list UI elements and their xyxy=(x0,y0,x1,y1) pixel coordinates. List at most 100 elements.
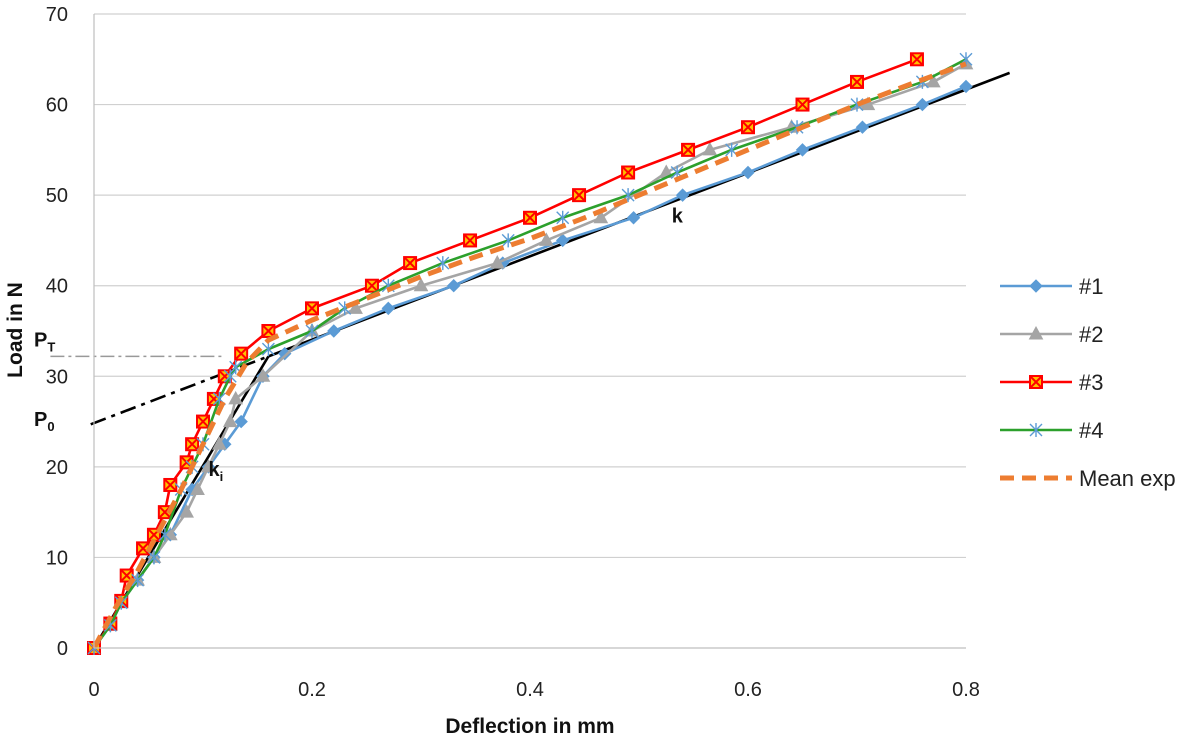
series--2 xyxy=(86,55,974,654)
annotation-label: ki xyxy=(208,459,223,484)
legend-label: #1 xyxy=(1079,274,1103,299)
data-point xyxy=(222,413,238,428)
annotation-label: k xyxy=(672,205,684,227)
data-point xyxy=(1029,423,1043,437)
data-point xyxy=(681,142,696,157)
x-tick-label: 0.2 xyxy=(298,679,326,701)
data-point xyxy=(702,141,718,156)
data-point xyxy=(523,210,537,225)
annotation-label: P0 xyxy=(34,409,55,434)
data-series xyxy=(86,52,974,655)
data-point xyxy=(185,437,200,452)
y-tick-label: 0 xyxy=(57,638,68,660)
gridlines xyxy=(94,13,966,559)
series-line xyxy=(91,61,967,650)
data-point xyxy=(489,255,505,269)
data-point xyxy=(1029,375,1043,389)
data-point xyxy=(223,369,237,384)
data-point xyxy=(463,233,478,248)
data-point xyxy=(234,414,248,429)
data-point xyxy=(626,211,641,225)
legend-label: #4 xyxy=(1079,418,1103,443)
data-point xyxy=(675,188,690,202)
data-point xyxy=(131,573,145,588)
data-point xyxy=(1028,325,1044,340)
y-tick-label: 70 xyxy=(46,4,68,26)
data-point xyxy=(348,300,363,314)
series--1 xyxy=(87,79,973,655)
series-line xyxy=(92,62,967,649)
x-tick-label: 0 xyxy=(88,679,99,701)
data-point xyxy=(305,324,319,338)
data-point xyxy=(555,233,570,248)
legend-label: #2 xyxy=(1079,322,1103,347)
data-point xyxy=(364,278,379,293)
data-point xyxy=(572,188,587,203)
data-point xyxy=(855,120,870,134)
x-tick-label: 0.8 xyxy=(952,679,980,701)
data-point xyxy=(436,256,450,271)
data-point xyxy=(593,209,609,224)
series-mean-exp xyxy=(91,61,967,650)
data-point xyxy=(119,568,134,583)
data-point xyxy=(228,390,244,405)
axes: 0 10 20 30 40 50 60 70 0 0.2 0.4 0.6 0.8 xyxy=(46,4,980,701)
annotation-label: PT xyxy=(34,329,55,354)
data-point xyxy=(403,256,418,271)
data-point xyxy=(212,436,227,450)
y-tick-label: 60 xyxy=(46,95,68,117)
series--4 xyxy=(87,52,973,655)
legend-item: #1 xyxy=(1000,274,1103,299)
y-axis-title: Load in N xyxy=(4,282,27,378)
model-lines xyxy=(50,71,1011,649)
series--3 xyxy=(87,52,924,655)
series-line xyxy=(92,85,967,649)
data-point xyxy=(741,165,755,180)
data-point xyxy=(190,481,205,495)
y-tick-label: 50 xyxy=(46,185,68,207)
data-point xyxy=(925,73,941,88)
x-tick-label: 0.6 xyxy=(734,679,762,701)
y-tick-label: 20 xyxy=(46,457,68,479)
data-point xyxy=(1029,279,1043,293)
legend-item: #3 xyxy=(1000,370,1103,395)
data-point xyxy=(255,368,271,382)
x-tick-label: 0.4 xyxy=(516,679,544,701)
data-point xyxy=(795,97,810,112)
data-point xyxy=(305,301,319,316)
data-point xyxy=(201,458,216,473)
data-point xyxy=(621,165,636,180)
data-point xyxy=(446,279,461,293)
data-point xyxy=(539,232,554,246)
data-point xyxy=(147,550,161,565)
legend: #1 #2 #3 #4 Mean exp xyxy=(1000,274,1176,491)
data-point xyxy=(850,74,864,89)
data-point xyxy=(915,97,930,112)
legend-label: #3 xyxy=(1079,370,1103,395)
data-point xyxy=(261,324,276,338)
data-point xyxy=(741,120,755,135)
data-point xyxy=(413,277,429,292)
data-point xyxy=(327,324,341,338)
data-point xyxy=(795,143,810,157)
x-axis-title: Deflection in mm xyxy=(445,715,614,738)
data-point xyxy=(556,210,570,225)
data-point xyxy=(959,79,973,94)
series-line xyxy=(92,58,918,649)
data-point xyxy=(909,52,924,67)
legend-item: #4 xyxy=(1000,418,1103,443)
y-tick-label: 10 xyxy=(46,547,68,569)
legend-item: Mean exp xyxy=(1000,466,1176,491)
annotations: PT P0 ki k xyxy=(34,205,684,484)
series-line xyxy=(92,58,967,649)
data-point xyxy=(163,477,178,492)
data-point xyxy=(381,301,396,316)
y-tick-label: 30 xyxy=(46,366,68,388)
data-point xyxy=(179,504,194,518)
data-point xyxy=(261,342,275,357)
y-tick-label: 40 xyxy=(46,276,68,298)
data-point xyxy=(234,346,249,361)
data-point xyxy=(196,414,210,429)
legend-label: Mean exp xyxy=(1079,466,1176,491)
